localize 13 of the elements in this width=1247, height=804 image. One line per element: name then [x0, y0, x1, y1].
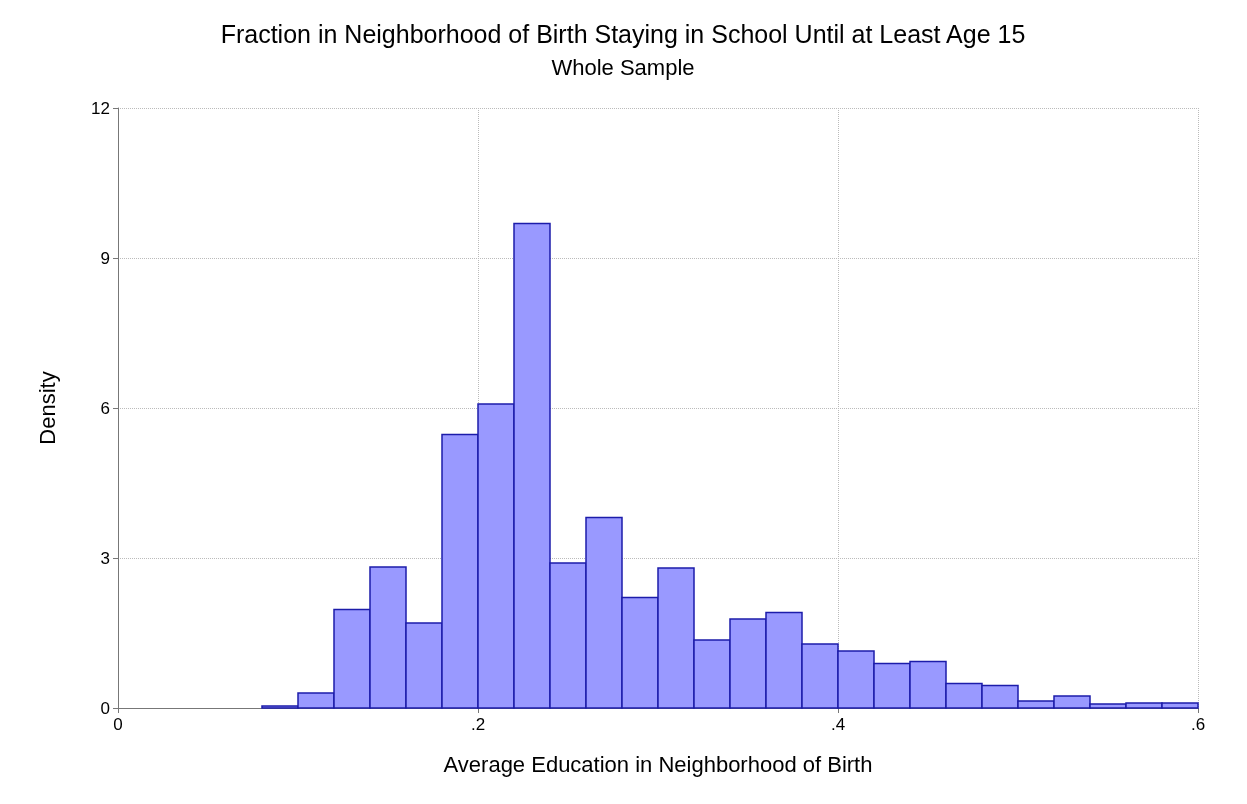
- y-axis-title: Density: [34, 371, 60, 445]
- x-axis-title: Average Education in Neighborhood of Birth: [443, 751, 873, 777]
- y-tick-label: 12: [91, 98, 110, 118]
- y-tick-label: 9: [100, 248, 110, 268]
- chart-subtitle: Whole Sample: [551, 54, 695, 80]
- y-tick-label: 6: [100, 398, 110, 418]
- x-tick-label: 0: [113, 715, 123, 734]
- y-tick-label: 3: [100, 548, 110, 568]
- x-tick-label: .4: [830, 715, 846, 734]
- y-tick-label: 0: [100, 698, 110, 718]
- chart-title: Fraction in Neighborhood of Birth Staying in School Until at Least Age 15: [220, 19, 1026, 48]
- x-tick-label: .6: [1190, 715, 1206, 734]
- x-tick-label: .2: [470, 715, 486, 734]
